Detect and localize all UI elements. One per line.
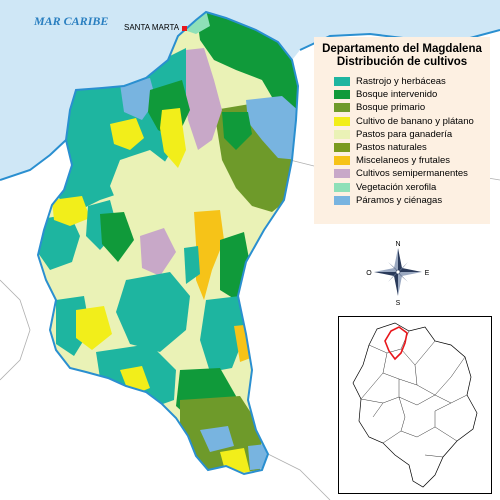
legend-title-line2: Distribución de cultivos bbox=[336, 56, 468, 68]
legend-swatch bbox=[334, 90, 350, 100]
legend-item: Páramos y ciénagas bbox=[334, 194, 490, 207]
sea-label: MAR CARIBE bbox=[34, 14, 109, 28]
legend-label: Cultivos semipermanentes bbox=[356, 168, 468, 180]
legend-swatch bbox=[334, 156, 350, 166]
legend-title: Departamento del Magdalena Distribución … bbox=[314, 43, 490, 69]
magdalena-highlight bbox=[384, 326, 408, 361]
legend-box: Departamento del Magdalena Distribución … bbox=[314, 37, 490, 224]
compass-s: S bbox=[396, 300, 401, 306]
legend-label: Páramos y ciénagas bbox=[356, 194, 443, 206]
legend-item: Pastos naturales bbox=[334, 141, 490, 154]
legend-swatch bbox=[334, 129, 350, 139]
city-marker bbox=[182, 26, 187, 31]
legend-swatch bbox=[334, 103, 350, 113]
caribbean-sea bbox=[0, 0, 500, 180]
compass-o: O bbox=[366, 270, 372, 277]
legend-item: Cultivos semipermanentes bbox=[334, 167, 490, 180]
legend-label: Pastos para ganadería bbox=[356, 128, 453, 140]
locator-inset-map bbox=[338, 316, 492, 494]
legend-item: Bosque intervenido bbox=[334, 88, 490, 101]
compass-rose-icon: N S O E bbox=[366, 241, 430, 306]
legend-item: Pastos para ganadería bbox=[334, 128, 490, 141]
legend-item: Cultivo de banano y plátano bbox=[334, 115, 490, 128]
legend-item: Vegetación xerofila bbox=[334, 181, 490, 194]
colombia-locator-map bbox=[352, 322, 478, 488]
legend-swatch bbox=[334, 77, 350, 87]
legend-swatch bbox=[334, 195, 350, 205]
legend-swatch bbox=[334, 116, 350, 126]
legend-label: Rastrojo y herbáceas bbox=[356, 76, 446, 88]
compass-n: N bbox=[395, 241, 400, 248]
legend-item: Rastrojo y herbáceas bbox=[334, 75, 490, 88]
coastline-west bbox=[0, 139, 67, 181]
legend-item: Miscelaneos y frutales bbox=[334, 154, 490, 167]
legend-label: Vegetación xerofila bbox=[356, 181, 437, 193]
legend-label: Miscelaneos y frutales bbox=[356, 155, 450, 167]
legend-label: Bosque primario bbox=[356, 102, 426, 114]
legend-label: Pastos naturales bbox=[356, 142, 427, 154]
legend-swatch bbox=[334, 182, 350, 192]
legend-swatch bbox=[334, 143, 350, 153]
legend-title-line1: Departamento del Magdalena bbox=[322, 43, 482, 55]
legend-item: Bosque primario bbox=[334, 101, 490, 114]
legend-list: Rastrojo y herbáceas Bosque intervenido … bbox=[314, 75, 490, 207]
department-outline bbox=[36, 10, 300, 476]
legend-swatch bbox=[334, 169, 350, 179]
compass-e: E bbox=[425, 270, 430, 277]
city-label: SANTA MARTA bbox=[124, 23, 180, 32]
legend-label: Bosque intervenido bbox=[356, 89, 438, 101]
legend-label: Cultivo de banano y plátano bbox=[356, 115, 474, 127]
